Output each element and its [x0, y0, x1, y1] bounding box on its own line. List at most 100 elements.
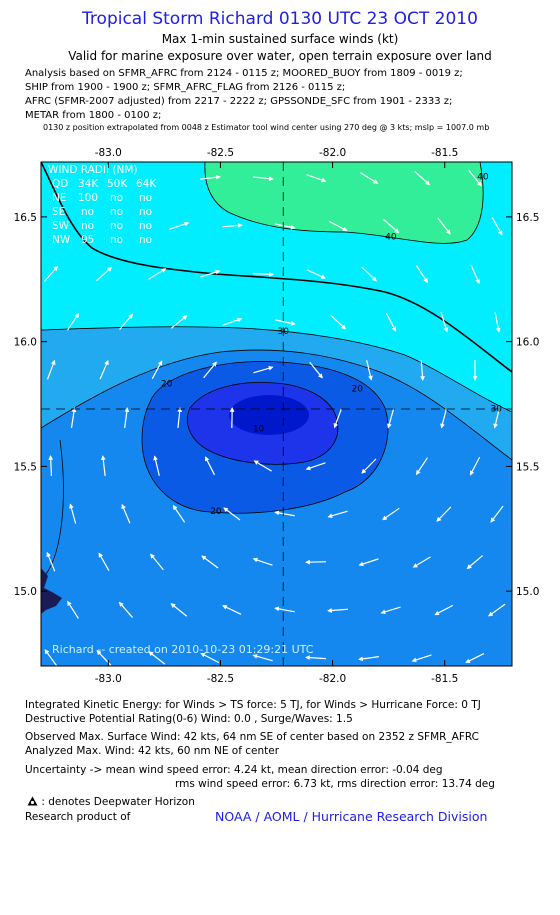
wind-vector-arrow	[170, 315, 188, 329]
land	[41, 568, 62, 614]
wind-vector-arrow	[309, 361, 323, 379]
wind-radii-nw-50k: no	[110, 234, 123, 246]
contour-30-thick	[41, 162, 512, 373]
wind-vector-arrow	[416, 265, 428, 284]
wind-vector-arrow	[148, 651, 166, 665]
wind-vector-arrow	[204, 456, 216, 476]
wind-vector-arrow	[385, 312, 397, 332]
wind-vector-arrow	[153, 455, 160, 476]
contour-label: 40	[385, 232, 397, 242]
wind-vector-arrow	[96, 266, 113, 282]
wind-vector-arrow	[412, 556, 431, 568]
wind-vector-arrow	[490, 505, 504, 523]
wind-vector-arrow	[361, 266, 377, 282]
wind-vector-arrow	[200, 652, 220, 664]
wind-vector-arrow	[305, 655, 327, 661]
y-tick-label: 16.5	[516, 212, 539, 224]
x-tick-label: -82.0	[319, 147, 346, 159]
creation-label: Richard -- created on 2010-10-23 01:29:2…	[52, 643, 314, 656]
x-tick-label: -81.5	[431, 673, 458, 685]
contour-20-west	[41, 439, 64, 581]
observed-max-text: Observed Max. Surface Wind: 42 kts, 64 n…	[25, 731, 480, 743]
wind-vector-arrow	[69, 503, 77, 524]
wind-vector-arrow	[70, 407, 77, 428]
x-tick-label: -82.5	[207, 673, 234, 685]
wind-vector-arrow	[48, 455, 54, 477]
wind-vector-arrow	[493, 408, 500, 429]
wind-vectors	[43, 169, 506, 666]
y-tick-label: 15.5	[14, 461, 37, 473]
wind-vector-arrow	[383, 218, 400, 234]
wind-vector-arrow	[469, 456, 481, 476]
wind-vector-arrow	[253, 365, 274, 374]
analysis-line-3: AFRC (SFMR-2007 adjusted) from 2217 - 22…	[25, 96, 453, 107]
wind-radii-table: WIND RADII (NM) QD 34K 50K 64K NE 100 no…	[48, 164, 157, 246]
contour-20	[141, 361, 389, 514]
wind-vector-arrow	[253, 460, 272, 472]
position-note: 0130 z position extrapolated from 0048 z…	[43, 123, 490, 132]
analysis-line-4: METAR from 1800 - 0100 z;	[25, 110, 162, 121]
band-40-plus	[204, 162, 484, 244]
wind-radii-ne-64k: no	[139, 192, 152, 204]
wind-vector-arrow	[200, 269, 221, 278]
contour-10	[186, 382, 339, 465]
y-tick-label: 16.0	[14, 337, 37, 349]
wind-vector-arrow	[434, 604, 454, 616]
wind-vector-arrow	[252, 557, 273, 566]
wind-radii-sw-34k: no	[81, 220, 94, 232]
wind-vector-arrow	[275, 223, 296, 230]
axis-ticks: -83.0 -83.0 -82.5 -82.5 -82.0 -82.0 -81.5 -81.5…	[14, 147, 540, 685]
contour-lines	[41, 162, 512, 581]
wind-vector-arrow	[440, 408, 448, 429]
wind-radii-sw-50k: no	[110, 220, 123, 232]
wind-vector-arrow	[358, 656, 379, 662]
wind-vector-arrow	[358, 558, 379, 567]
wind-vector-arrow	[380, 606, 401, 615]
wind-vector-arrow	[221, 223, 243, 228]
ike-text: Integrated Kinetic Energy: for Winds > T…	[25, 699, 481, 711]
contour-label: 20	[352, 385, 364, 395]
y-tick-label: 15.5	[516, 461, 539, 473]
wind-radii-ne-50k: no	[110, 192, 123, 204]
dpr-text: Destructive Potential Rating(0-6) Wind: …	[25, 713, 353, 725]
wind-vector-arrow	[148, 268, 167, 280]
contour-label: 20	[210, 507, 222, 517]
wind-vector-arrow	[252, 271, 274, 277]
wind-vector-arrow	[494, 312, 501, 333]
contour-30-a	[41, 326, 512, 413]
wind-radii-header-64k: 64K	[136, 178, 157, 190]
y-tick-label: 16.0	[516, 337, 539, 349]
wind-radii-sw-64k: no	[139, 220, 152, 232]
y-tick-label: 15.0	[516, 586, 539, 598]
wind-vector-arrow	[99, 359, 109, 380]
wind-vector-arrow	[305, 462, 326, 471]
wind-vector-arrow	[333, 408, 343, 429]
wind-vector-arrow	[98, 552, 110, 572]
chart-subtitle-winds: Max 1-min sustained surface winds (kt)	[161, 32, 399, 46]
wind-vector-arrow	[414, 170, 431, 186]
noaa-aoml-hrd-credit: NOAA / AOML / Hurricane Research Divisio…	[215, 809, 488, 824]
eye	[257, 408, 281, 422]
contour-label: 40	[477, 172, 489, 182]
chart-title: Tropical Storm Richard 0130 UTC 23 OCT 2…	[82, 9, 478, 29]
contour-20-outer	[41, 349, 512, 461]
wind-vector-arrow	[222, 605, 242, 615]
x-tick-label: -81.5	[431, 147, 458, 159]
wind-vector-arrow	[274, 606, 295, 613]
wind-radii-header-qd: QD	[52, 178, 68, 190]
wind-vector-arrow	[201, 555, 219, 569]
wind-vector-arrow	[43, 265, 59, 282]
wind-vector-arrow	[177, 407, 183, 429]
wind-vector-arrow	[252, 654, 273, 662]
wind-vector-arrow	[44, 649, 58, 666]
wind-vector-arrow	[252, 176, 274, 182]
wind-radii-nw-64k: no	[139, 234, 152, 246]
deepwater-legend-text: : denotes Deepwater Horizon	[41, 796, 195, 808]
wind-vector-arrow	[124, 407, 130, 428]
wind-radii-ne-label: NE	[52, 192, 67, 204]
wind-radii-header-50k: 50K	[107, 178, 128, 190]
wind-vector-arrow	[46, 359, 56, 380]
wind-radii-se-50k: no	[110, 206, 123, 218]
